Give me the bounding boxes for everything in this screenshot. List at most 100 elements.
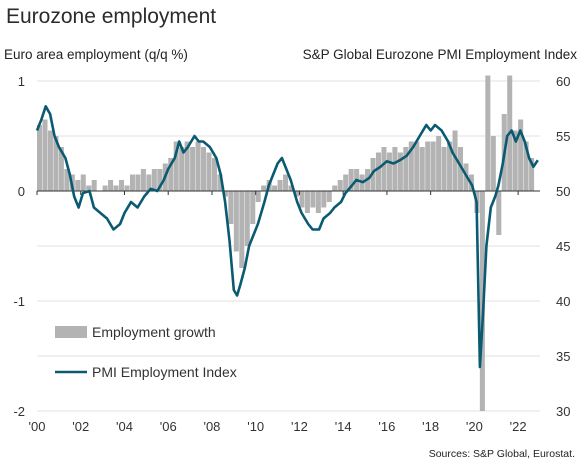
bar	[58, 147, 64, 191]
bar	[272, 185, 278, 191]
bar	[184, 141, 190, 191]
bar	[135, 174, 141, 191]
bar	[86, 185, 92, 191]
bar	[277, 180, 283, 191]
bar	[397, 152, 403, 191]
bar	[386, 152, 392, 191]
bar	[457, 147, 464, 191]
bar	[206, 152, 212, 191]
bar	[436, 136, 442, 191]
y-left-tick-label: -2	[13, 404, 25, 419]
y-right-tick-label: 35	[556, 349, 570, 364]
bar	[119, 180, 125, 191]
legend-label-employment-growth: Employment growth	[92, 324, 216, 340]
y-left-tick-label: 0	[18, 184, 25, 199]
bar	[37, 125, 43, 191]
bar	[403, 147, 409, 191]
bar	[244, 191, 250, 246]
gridlines	[37, 80, 540, 412]
x-tick-label: '18	[422, 419, 439, 434]
bar	[293, 191, 299, 197]
bar	[425, 141, 431, 191]
bar	[201, 147, 207, 191]
bar	[419, 147, 425, 191]
y-right-tick-label: 40	[556, 294, 570, 309]
bar	[283, 174, 289, 191]
bar	[108, 180, 114, 191]
bar	[64, 169, 70, 191]
bar	[529, 158, 535, 191]
bar	[113, 185, 119, 191]
bar	[228, 191, 234, 224]
x-tick-label: '00	[29, 419, 46, 434]
y-left-tick-label: 1	[18, 74, 25, 89]
pmi-line	[35, 105, 539, 369]
axes	[36, 190, 540, 195]
bar	[91, 180, 97, 191]
legend-bar-swatch	[55, 326, 87, 338]
bar	[102, 185, 108, 191]
x-tick-label: '10	[247, 419, 264, 434]
bar	[332, 185, 338, 191]
bar	[168, 158, 174, 191]
bar	[255, 191, 261, 202]
bar	[304, 191, 310, 213]
y-left-tick-label: -1	[13, 294, 25, 309]
y-right-tick-label: 60	[556, 74, 570, 89]
x-tick-label: '08	[203, 419, 220, 434]
right-axis-label: S&P Global Eurozone PMI Employment Index	[302, 47, 577, 62]
legend: Employment growth PMI Employment Index	[55, 324, 237, 380]
bar	[47, 130, 53, 191]
tick-labels: '00 '02 '04 '06 '08 '10 '12 '14 '16 '18 '20 '22 1 0 -1…	[13, 74, 570, 434]
chart-title: Eurozone employment	[6, 5, 217, 28]
bar	[299, 191, 305, 208]
bar	[518, 119, 524, 191]
bar	[452, 130, 458, 191]
bar	[146, 174, 152, 191]
y-right-tick-label: 30	[556, 404, 570, 419]
x-tick-label: '16	[378, 419, 395, 434]
bar	[326, 191, 332, 202]
bar	[485, 75, 491, 191]
line-series	[35, 105, 539, 369]
bar	[222, 191, 228, 197]
bar-series	[37, 75, 535, 411]
bar	[375, 152, 382, 191]
x-tick-label: '14	[335, 419, 352, 434]
x-tick-label: '12	[291, 419, 308, 434]
bar	[195, 141, 201, 191]
x-tick-label: '04	[116, 419, 133, 434]
bar	[157, 169, 163, 191]
bar	[381, 147, 387, 191]
bar	[250, 191, 256, 224]
bar	[129, 174, 135, 191]
bar	[75, 180, 81, 191]
bar	[441, 147, 447, 191]
bar	[315, 191, 321, 213]
bar	[414, 141, 420, 191]
left-axis-label: Euro area employment (q/q %)	[4, 47, 188, 62]
x-tick-label: '22	[510, 419, 527, 434]
y-right-tick-label: 50	[556, 184, 570, 199]
y-right-tick-label: 45	[556, 239, 570, 254]
bar	[337, 180, 343, 191]
bar	[430, 141, 436, 191]
bar	[233, 191, 239, 252]
bar	[321, 191, 327, 208]
bar	[211, 158, 217, 191]
bar	[80, 174, 86, 191]
bar	[447, 141, 453, 191]
bar	[140, 169, 146, 191]
bar	[261, 185, 267, 191]
bar	[496, 191, 502, 235]
bar	[217, 174, 223, 191]
legend-label-pmi: PMI Employment Index	[92, 364, 237, 380]
bar	[523, 141, 529, 191]
bar	[490, 136, 496, 191]
source-note: Sources: S&P Global, Eurostat.	[428, 448, 575, 460]
bar	[288, 185, 294, 191]
bar	[53, 136, 59, 191]
bar	[408, 141, 414, 191]
bar	[173, 141, 179, 191]
